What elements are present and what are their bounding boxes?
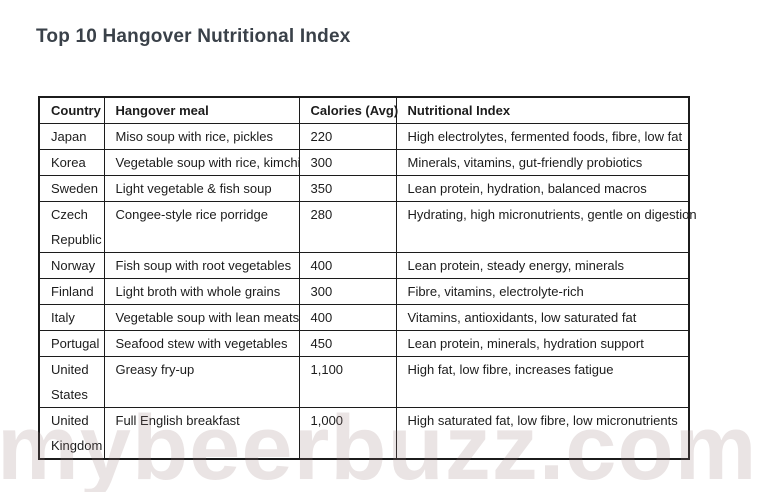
- calories-cell: 400: [298, 252, 397, 279]
- calories-cell: 280: [298, 201, 397, 253]
- meal-cell: Congee-style rice porridge: [103, 201, 300, 253]
- table-row: Czech Republic Congee-style rice porridg…: [38, 201, 697, 253]
- index-cell: High fat, low fibre, increases fatigue: [395, 356, 690, 408]
- meal-cell: Greasy fry-up: [103, 356, 300, 408]
- calories-cell: 300: [298, 149, 397, 176]
- page-title: Top 10 Hangover Nutritional Index: [36, 26, 351, 47]
- calories-cell: 220: [298, 123, 397, 150]
- meal-cell: Vegetable soup with lean meats: [103, 304, 300, 331]
- meal-cell: Seafood stew with vegetables: [103, 330, 300, 357]
- country-cell: United States: [38, 356, 105, 408]
- calories-cell: 1,100: [298, 356, 397, 408]
- column-header-index: Nutritional Index: [395, 96, 690, 124]
- calories-cell: 450: [298, 330, 397, 357]
- index-cell: Fibre, vitamins, electrolyte-rich: [395, 278, 690, 305]
- meal-cell: Vegetable soup with rice, kimchi: [103, 149, 300, 176]
- table-row: Italy Vegetable soup with lean meats 400…: [38, 304, 690, 331]
- country-cell: Czech Republic: [38, 201, 105, 253]
- meal-cell: Miso soup with rice, pickles: [103, 123, 300, 150]
- table-row: Japan Miso soup with rice, pickles 220 H…: [38, 123, 690, 150]
- country-cell: Italy: [38, 304, 105, 331]
- table-row: Portugal Seafood stew with vegetables 45…: [38, 330, 690, 357]
- calories-cell: 300: [298, 278, 397, 305]
- table-row: Korea Vegetable soup with rice, kimchi 3…: [38, 149, 690, 176]
- index-cell: High electrolytes, fermented foods, fibr…: [395, 123, 690, 150]
- meal-cell: Fish soup with root vegetables: [103, 252, 300, 279]
- index-cell: Lean protein, minerals, hydration suppor…: [395, 330, 690, 357]
- nutritional-index-table: Country Hangover meal Calories (Avg) Nut…: [38, 96, 697, 460]
- index-cell: Minerals, vitamins, gut-friendly probiot…: [395, 149, 690, 176]
- index-cell: Vitamins, antioxidants, low saturated fa…: [395, 304, 690, 331]
- calories-cell: 1,000: [298, 407, 397, 460]
- meal-cell: Full English breakfast: [103, 407, 300, 460]
- table-row: Sweden Light vegetable & fish soup 350 L…: [38, 175, 690, 202]
- calories-cell: 350: [298, 175, 397, 202]
- table-row: United Kingdom Full English breakfast 1,…: [38, 407, 690, 460]
- table-header-row: Country Hangover meal Calories (Avg) Nut…: [38, 96, 690, 124]
- column-header-meal: Hangover meal: [103, 96, 300, 124]
- country-cell: Finland: [38, 278, 105, 305]
- table-row: United States Greasy fry-up 1,100 High f…: [38, 356, 690, 408]
- calories-cell: 400: [298, 304, 397, 331]
- country-cell: Japan: [38, 123, 105, 150]
- meal-cell: Light vegetable & fish soup: [103, 175, 300, 202]
- index-cell: High saturated fat, low fibre, low micro…: [395, 407, 690, 460]
- table-row: Norway Fish soup with root vegetables 40…: [38, 252, 690, 279]
- country-cell: Sweden: [38, 175, 105, 202]
- column-header-country: Country: [38, 96, 105, 124]
- index-cell: Lean protein, steady energy, minerals: [395, 252, 690, 279]
- column-header-calories: Calories (Avg): [298, 96, 398, 124]
- country-cell: United Kingdom: [38, 407, 105, 460]
- country-cell: Norway: [38, 252, 105, 279]
- country-cell: Portugal: [38, 330, 105, 357]
- meal-cell: Light broth with whole grains: [103, 278, 300, 305]
- table-row: Finland Light broth with whole grains 30…: [38, 278, 690, 305]
- country-cell: Korea: [38, 149, 105, 176]
- index-cell: Lean protein, hydration, balanced macros: [395, 175, 690, 202]
- index-cell: Hydrating, high micronutrients, gentle o…: [395, 201, 697, 253]
